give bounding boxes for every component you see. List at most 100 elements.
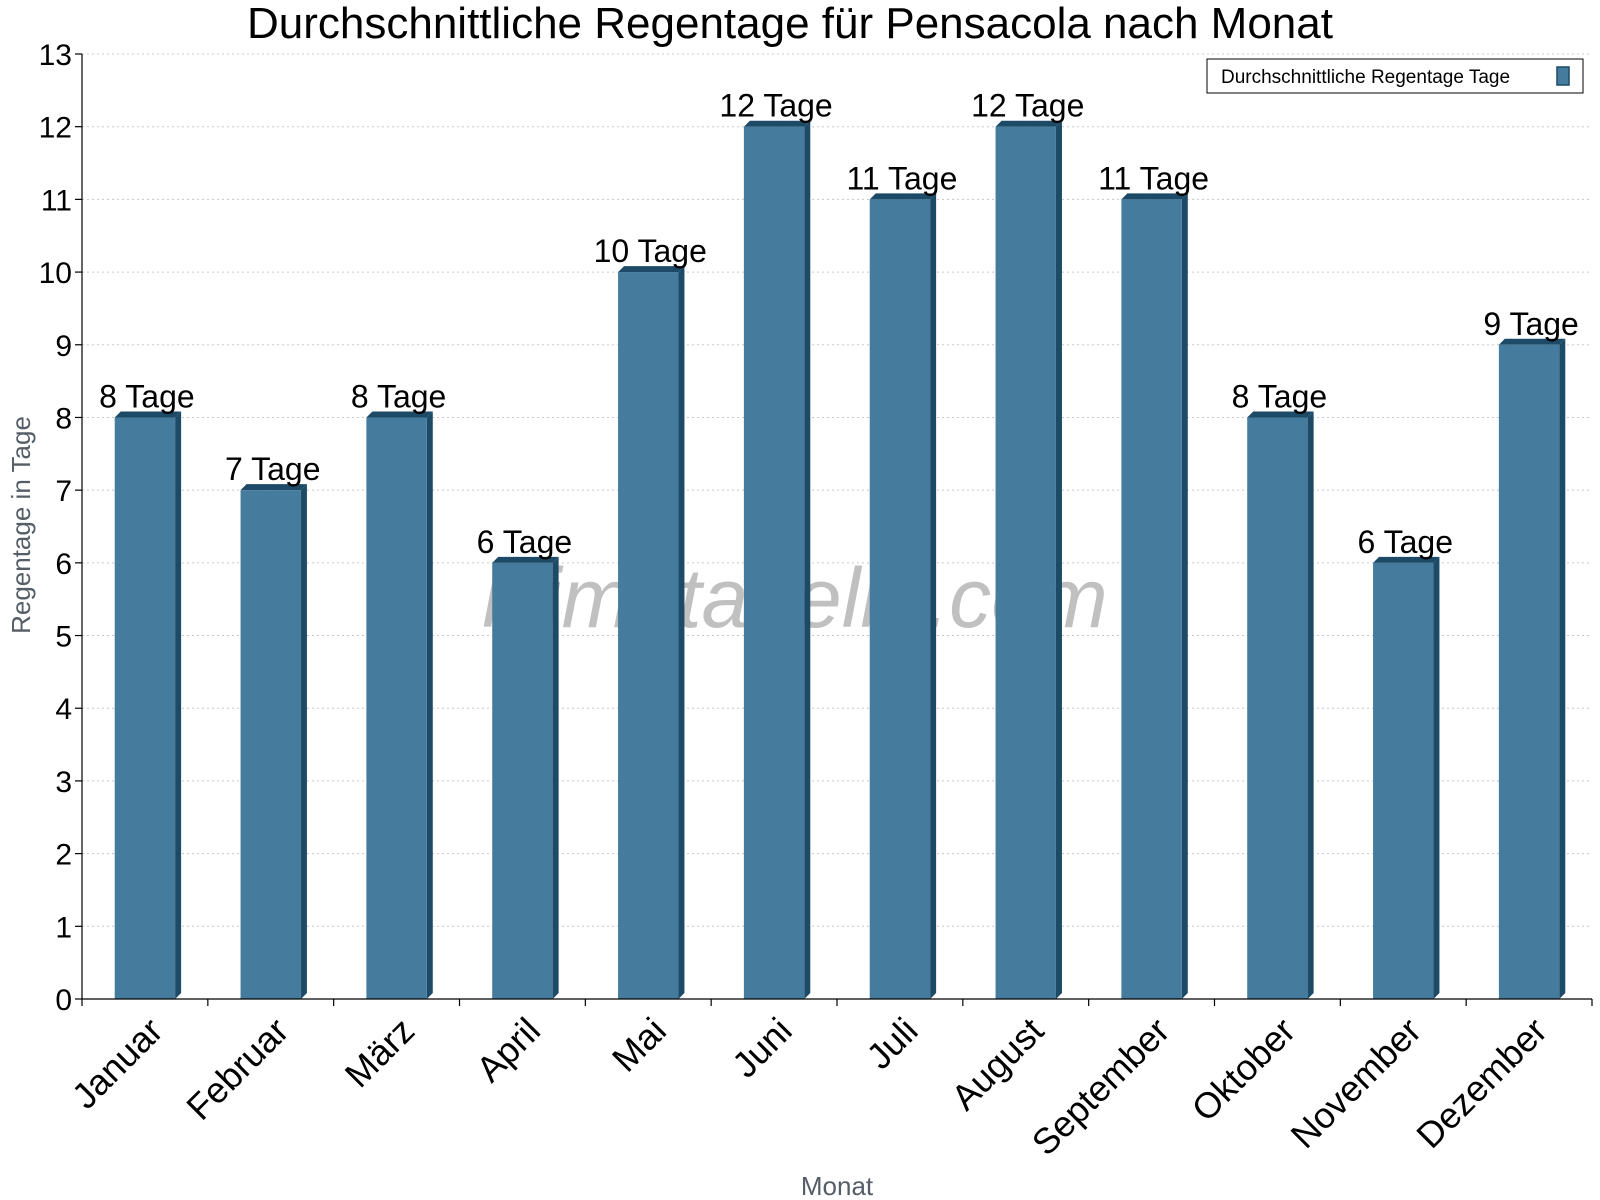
y-tick-label: 13 — [39, 39, 72, 72]
bars — [114, 120, 1566, 1000]
x-tick-label: April — [468, 1010, 548, 1090]
bar-front — [743, 126, 805, 999]
bar-front — [366, 417, 427, 999]
bar — [1373, 556, 1440, 999]
bar — [240, 484, 307, 1000]
y-tick-label: 4 — [55, 693, 72, 726]
bar — [618, 266, 685, 1000]
x-tick-labels: Januar Februar März April Mai Juni Juli AugustS… — [64, 1010, 1555, 1164]
data-label: 7 Tage — [225, 451, 321, 487]
legend-label: Durchschnittliche Regentage Tage — [1221, 67, 1510, 88]
bar-front — [618, 272, 679, 1000]
axes — [75, 53, 1593, 1006]
y-tick-label: 8 — [55, 402, 72, 435]
data-label: 12 Tage — [719, 88, 832, 124]
bar-top — [869, 193, 937, 200]
bar-front — [240, 490, 301, 999]
bar-top — [743, 120, 811, 127]
bar-front — [114, 417, 176, 999]
bar-front — [492, 562, 553, 999]
bar-front — [1121, 199, 1182, 999]
grid-lines — [82, 53, 1592, 927]
x-tick-label: Juni — [724, 1010, 800, 1086]
y-tick-label: 11 — [41, 184, 72, 217]
bar-top — [240, 484, 307, 491]
legend-swatch — [1556, 66, 1570, 86]
x-tick-label: März — [337, 1010, 423, 1096]
data-labels: 8 Tage 7 Tage 8 Tage 6 Tage 10 Tage 12 Tage 11… — [99, 88, 1579, 560]
bar-side — [1559, 338, 1566, 999]
bar-top — [618, 266, 685, 273]
bar — [492, 556, 559, 999]
bar-side — [1307, 411, 1314, 999]
bar-side — [804, 120, 811, 999]
bar-side — [1055, 120, 1062, 999]
data-label: 8 Tage — [1232, 378, 1328, 414]
y-tick-label: 10 — [39, 257, 72, 290]
x-tick-label: Februar — [178, 1010, 296, 1128]
data-label: 11 Tage — [846, 160, 957, 196]
x-axis-label: Monat — [801, 1171, 874, 1200]
bar-front — [869, 199, 931, 999]
y-tick-label: 0 — [55, 984, 72, 1017]
data-label: 12 Tage — [971, 88, 1084, 124]
bar-side — [678, 266, 685, 1000]
y-tick-label: 9 — [55, 330, 72, 363]
bar-top — [1121, 193, 1188, 200]
y-tick-label: 5 — [55, 621, 72, 654]
bar-side — [300, 484, 307, 1000]
bar-top — [995, 120, 1062, 127]
bar-top — [1498, 338, 1566, 345]
bar-front — [995, 126, 1056, 999]
bar-top — [114, 411, 182, 418]
bar-side — [552, 556, 559, 999]
bar — [1121, 193, 1188, 999]
x-tick-label: Juli — [858, 1010, 925, 1077]
bar-top — [1373, 556, 1440, 563]
x-tick-label: Januar — [64, 1010, 171, 1117]
bar — [114, 411, 182, 999]
y-tick-label: 2 — [55, 839, 72, 872]
x-tick-label: November — [1282, 1010, 1428, 1156]
y-tick-label: 7 — [55, 475, 72, 508]
bar-side — [426, 411, 433, 999]
data-label: 10 Tage — [594, 233, 707, 269]
legend-box — [1206, 58, 1584, 94]
y-tick-label: 12 — [39, 112, 72, 145]
y-axis-label: Regentage in Tage — [6, 416, 36, 634]
x-tick-label: September — [1024, 1010, 1178, 1164]
x-tick-label: Dezember — [1408, 1010, 1554, 1156]
bar-side — [175, 411, 182, 999]
x-tick-label: Oktober — [1184, 1010, 1304, 1130]
chart-title: Durchschnittliche Regentage für Pensacol… — [247, 0, 1333, 48]
bar-side — [1433, 556, 1440, 999]
y-tick-label: 1 — [55, 911, 72, 944]
bar — [1498, 338, 1566, 999]
data-label: 8 Tage — [351, 378, 447, 414]
bar — [1247, 411, 1314, 999]
bar — [869, 193, 937, 999]
bar-top — [366, 411, 433, 418]
data-label: 6 Tage — [1358, 524, 1454, 560]
legend: Durchschnittliche Regentage Tage — [1206, 58, 1584, 94]
bar-front — [1247, 417, 1308, 999]
bar-front — [1498, 344, 1560, 999]
data-label: 9 Tage — [1483, 306, 1579, 342]
data-label: 6 Tage — [477, 524, 573, 560]
data-label: 11 Tage — [1098, 160, 1209, 196]
bar-side — [1181, 193, 1188, 999]
bar-top — [492, 556, 559, 563]
bar — [366, 411, 433, 999]
bar-top — [1247, 411, 1314, 418]
bar-front — [1373, 562, 1434, 999]
x-tick-label: August — [943, 1010, 1051, 1118]
data-label: 8 Tage — [99, 378, 195, 414]
bar — [743, 120, 811, 999]
y-tick-label: 6 — [55, 548, 72, 581]
bar-side — [930, 193, 937, 999]
bar — [995, 120, 1062, 999]
x-tick-label: Mai — [604, 1010, 674, 1080]
